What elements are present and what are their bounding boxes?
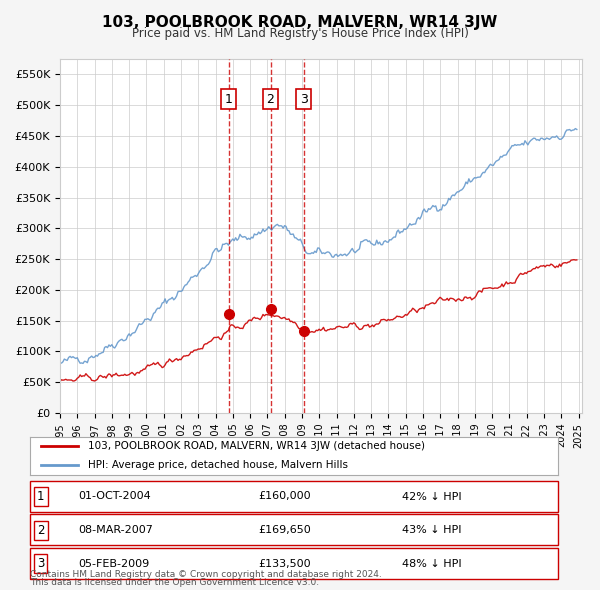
Text: 2: 2 [37, 523, 44, 537]
Text: £169,650: £169,650 [258, 525, 311, 535]
Text: Contains HM Land Registry data © Crown copyright and database right 2024.: Contains HM Land Registry data © Crown c… [30, 571, 382, 579]
Text: 48% ↓ HPI: 48% ↓ HPI [402, 559, 461, 569]
Text: 1: 1 [37, 490, 44, 503]
Text: 3: 3 [300, 93, 308, 106]
Text: This data is licensed under the Open Government Licence v3.0.: This data is licensed under the Open Gov… [30, 578, 319, 587]
Text: £133,500: £133,500 [258, 559, 311, 569]
Text: 43% ↓ HPI: 43% ↓ HPI [402, 525, 461, 535]
Text: 103, POOLBROOK ROAD, MALVERN, WR14 3JW (detached house): 103, POOLBROOK ROAD, MALVERN, WR14 3JW (… [88, 441, 425, 451]
Text: 01-OCT-2004: 01-OCT-2004 [78, 491, 151, 502]
Text: £160,000: £160,000 [258, 491, 311, 502]
Text: 103, POOLBROOK ROAD, MALVERN, WR14 3JW: 103, POOLBROOK ROAD, MALVERN, WR14 3JW [103, 15, 497, 30]
Text: 08-MAR-2007: 08-MAR-2007 [78, 525, 153, 535]
Text: 05-FEB-2009: 05-FEB-2009 [78, 559, 149, 569]
Text: 2: 2 [266, 93, 274, 106]
Text: HPI: Average price, detached house, Malvern Hills: HPI: Average price, detached house, Malv… [88, 460, 348, 470]
Text: 1: 1 [224, 93, 232, 106]
Text: 42% ↓ HPI: 42% ↓ HPI [402, 491, 461, 502]
Text: 3: 3 [37, 557, 44, 571]
Text: Price paid vs. HM Land Registry's House Price Index (HPI): Price paid vs. HM Land Registry's House … [131, 27, 469, 40]
